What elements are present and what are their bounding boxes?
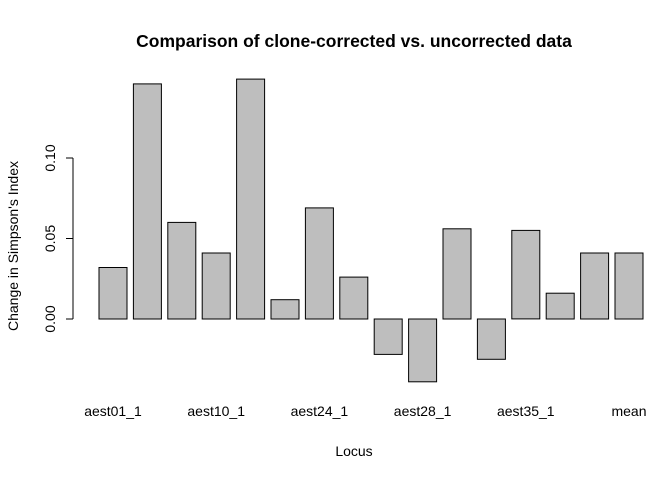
x-tick-labels: aest01_1 aest10_1 aest24_1 aest28_1 aest35_1… xyxy=(84,403,646,419)
chart-title: Comparison of clone-corrected vs. uncorr… xyxy=(136,31,572,51)
bar xyxy=(132,83,162,320)
bar xyxy=(304,207,334,320)
x-tick-label: aest24_1 xyxy=(291,403,349,419)
bar xyxy=(614,252,644,320)
bar xyxy=(408,318,438,383)
bar xyxy=(339,276,369,320)
bar xyxy=(236,78,266,320)
bars-group xyxy=(98,78,644,383)
x-tick-label: aest01_1 xyxy=(84,403,142,419)
x-tick-label: mean xyxy=(611,403,646,419)
y-axis-label: Change in Simpson's Index xyxy=(5,161,21,331)
bar xyxy=(270,299,300,320)
y-tick-label: 0.10 xyxy=(42,144,58,171)
bar xyxy=(373,318,403,355)
y-tick-label: 0.05 xyxy=(42,225,58,252)
x-tick-label: aest28_1 xyxy=(394,403,452,419)
bar xyxy=(442,228,472,320)
bar xyxy=(476,318,506,360)
bar xyxy=(580,252,610,320)
x-axis-label: Locus xyxy=(335,443,372,459)
x-tick-label: aest10_1 xyxy=(187,403,245,419)
bar xyxy=(511,229,541,320)
y-tick-label: 0.00 xyxy=(42,305,58,332)
bar xyxy=(167,221,197,320)
y-axis: 0.00 0.05 0.10 xyxy=(42,144,74,333)
x-tick-label: aest35_1 xyxy=(497,403,555,419)
bar xyxy=(545,292,575,320)
bar xyxy=(201,252,231,320)
bar xyxy=(98,267,128,320)
